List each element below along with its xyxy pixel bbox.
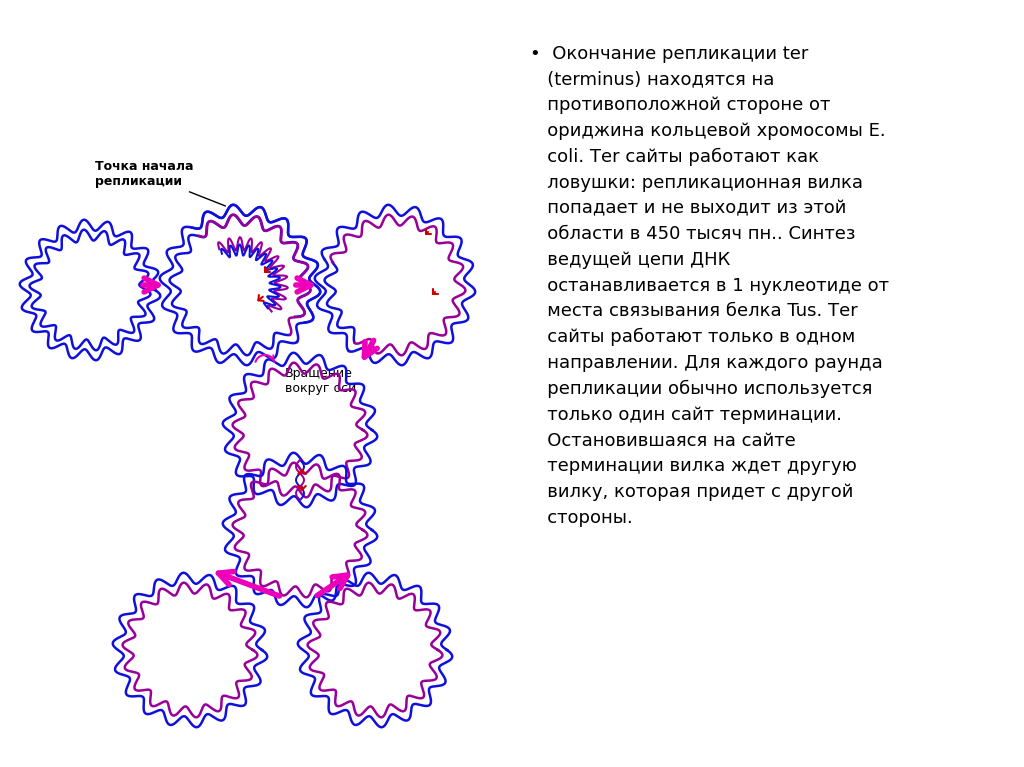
Text: Точка начала
репликации: Точка начала репликации xyxy=(95,160,225,206)
Text: •  Окончание репликации ter
   (terminus) находятся на
   противоположной сторон: • Окончание репликации ter (terminus) на… xyxy=(530,45,889,527)
Text: Вращение
вокруг оси: Вращение вокруг оси xyxy=(285,367,356,395)
